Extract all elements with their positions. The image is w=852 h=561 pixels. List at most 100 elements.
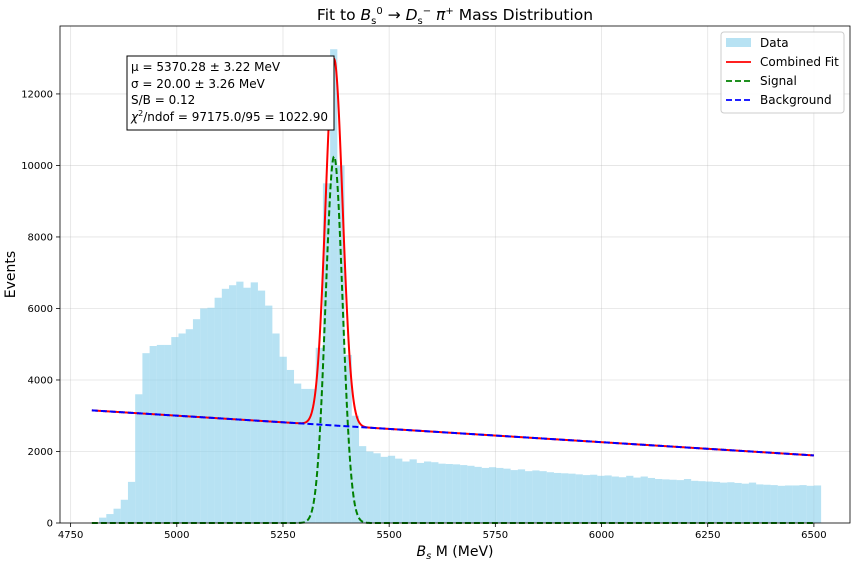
histogram-bar	[712, 481, 721, 523]
histogram-bar	[488, 467, 497, 523]
histogram-bar	[308, 388, 316, 523]
histogram-bar	[568, 473, 576, 523]
x-tick-label: 5750	[483, 530, 508, 541]
histogram-bar	[322, 183, 331, 524]
histogram-bar	[409, 459, 417, 523]
histogram-bar	[727, 482, 735, 523]
histogram-bar	[748, 482, 757, 523]
histogram-bar	[149, 346, 157, 523]
histogram-bar	[683, 479, 692, 523]
histogram-bar	[423, 461, 432, 523]
stats-chi2: χ2/ndof = 97175.0/95 = 1022.90	[130, 109, 328, 124]
histogram-bar	[395, 458, 403, 523]
x-axis-label: Bs M (MeV)	[416, 544, 493, 561]
histogram-bar	[221, 288, 230, 523]
histogram-bar	[286, 369, 295, 523]
histogram-bar	[626, 475, 634, 523]
legend-label-signal: Signal	[760, 74, 797, 88]
histogram-bar	[503, 468, 511, 523]
histogram-bar	[770, 485, 778, 523]
histogram-bar	[431, 462, 439, 523]
x-tick-label: 6000	[589, 530, 614, 541]
histogram-bar	[532, 470, 540, 523]
histogram-bar	[633, 477, 641, 523]
histogram-bar	[120, 499, 128, 523]
histogram-bar	[164, 344, 172, 523]
histogram-bar	[156, 344, 165, 523]
histogram-bar	[265, 305, 273, 523]
histogram-bar	[330, 49, 338, 524]
y-tick-label: 4000	[28, 375, 53, 386]
histogram-bar	[171, 337, 179, 523]
histogram-bar	[243, 287, 251, 523]
legend-label-background: Background	[760, 93, 832, 107]
histogram-bar	[337, 165, 345, 523]
histogram-bar	[604, 475, 612, 523]
histogram-bar	[561, 473, 569, 523]
histogram-bar	[452, 464, 461, 523]
stats-sigma: σ = 20.00 ± 3.26 MeV	[131, 77, 266, 91]
histogram-bar	[135, 394, 143, 523]
histogram-bar	[590, 474, 598, 523]
y-tick-label: 0	[47, 519, 53, 530]
y-tick-label: 8000	[28, 232, 53, 243]
histogram-bar	[192, 319, 201, 523]
histogram-bar	[618, 477, 627, 523]
histogram-bar	[741, 483, 749, 523]
x-tick-label: 4750	[58, 530, 83, 541]
plot-frame	[59, 25, 851, 524]
histogram-bar	[720, 482, 728, 523]
stats-s-over-b: S/B = 0.12	[131, 93, 195, 107]
x-tick-label: 5500	[376, 530, 401, 541]
histogram-bar	[705, 481, 713, 523]
histogram-bar	[496, 467, 504, 523]
histogram-bar	[178, 333, 186, 523]
histogram-bar	[380, 456, 388, 523]
x-tick-label: 6500	[801, 530, 826, 541]
histogram-bar	[792, 485, 800, 523]
histogram-bar	[113, 508, 121, 523]
histogram-bar	[734, 482, 742, 523]
histogram-bar	[474, 466, 482, 523]
histogram-bar	[207, 307, 215, 523]
histogram-bar	[387, 455, 396, 523]
histogram-bar	[539, 471, 547, 523]
histogram-bar	[756, 484, 764, 523]
background-line	[91, 409, 814, 457]
histogram-bar	[669, 479, 677, 523]
y-tick-label: 2000	[28, 447, 53, 458]
histogram-bar	[517, 469, 526, 523]
histogram-bar	[813, 485, 822, 523]
histogram-bar	[777, 485, 786, 523]
histogram-bar	[127, 481, 136, 523]
histogram-bar	[416, 462, 424, 523]
legend: Data Combined Fit Signal Background	[720, 31, 845, 114]
histogram-bar	[250, 282, 258, 523]
histogram-bar	[647, 477, 656, 523]
chart-title: Fit to Bs0 → Ds− π+ Mass Distribution	[317, 6, 593, 27]
histogram-bar	[142, 353, 150, 523]
histogram-bar	[438, 463, 446, 523]
legend-swatch-data	[726, 38, 751, 47]
histogram-bar	[200, 308, 208, 523]
histogram-bar	[698, 481, 706, 523]
histogram-bar	[785, 485, 793, 523]
histogram-bar	[99, 517, 107, 523]
histogram-bar	[799, 485, 807, 523]
fit-stats-box: μ = 5370.28 ± 3.22 MeV σ = 20.00 ± 3.26 …	[126, 55, 335, 131]
histogram-bar	[373, 453, 381, 523]
histogram-bar	[279, 356, 287, 523]
histogram-bar	[366, 451, 374, 523]
histogram-bar	[655, 479, 663, 523]
histogram-bar	[481, 467, 489, 523]
x-tick-label: 5000	[164, 530, 189, 541]
histogram-bar	[445, 464, 453, 523]
histogram-bar	[640, 476, 648, 523]
histogram-bar	[575, 474, 583, 523]
histogram-bar	[806, 485, 814, 523]
histogram-bar	[106, 514, 114, 523]
histogram-bar	[402, 461, 410, 523]
y-tick-label: 12000	[21, 89, 53, 100]
axis-ticks: 4750 5000 5250 5500 5750 6000 6250 6500 0 2000 400…	[21, 89, 826, 541]
histogram-bar	[294, 383, 302, 523]
